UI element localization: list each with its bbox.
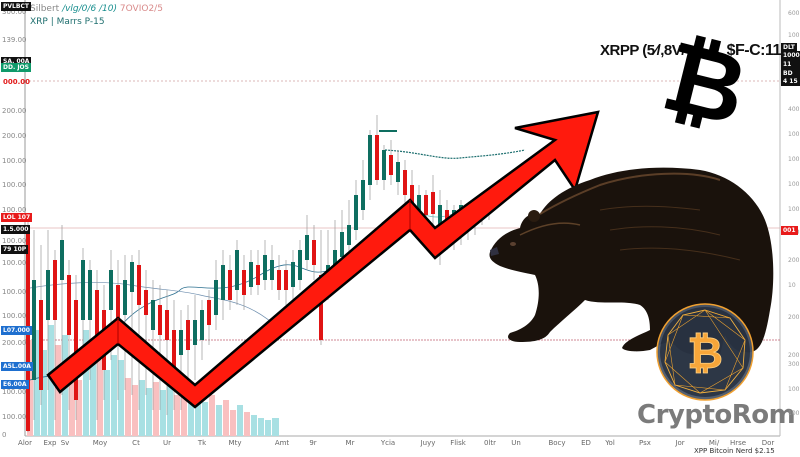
left-axis-tick: 200.00 — [2, 107, 27, 115]
left-axis-tick: 100.00 — [2, 181, 27, 189]
right-axis-tick: 100 — [788, 32, 800, 39]
left-axis-tick: 200.00 — [2, 339, 27, 347]
x-axis-label: Mr — [345, 439, 355, 447]
right-axis-tick: 600 — [788, 10, 800, 17]
right-price-tag: 1000 — [781, 51, 800, 60]
right-price-tag: 4 15 — [781, 77, 800, 86]
ma-line-dashed — [384, 149, 526, 159]
x-axis-label: Hrse — [729, 439, 747, 447]
x-axis-label: 0ltr — [483, 439, 497, 447]
trend-arrow — [46, 110, 600, 409]
right-axis-tick: 10 — [788, 282, 796, 289]
chart-legend-line-1: Silbert /vlg/0/6 /10) 7OVIO2/5 — [30, 4, 163, 14]
left-price-tag: 1.5.000 — [1, 225, 31, 234]
x-axis-label: Moy — [92, 439, 108, 447]
x-axis-label: Sv — [60, 439, 70, 447]
brand-watermark: CryptoRom — [637, 400, 796, 430]
x-axis-label: Flisk — [450, 439, 466, 447]
left-axis-tick: 100.00 — [2, 259, 27, 267]
left-price-tag: DD. JOS — [1, 63, 31, 72]
x-axis-label: Ur — [162, 439, 172, 447]
right-axis-tick: 100 — [788, 386, 800, 393]
right-axis-tick: 300 — [788, 361, 800, 368]
left-axis-tick: 100.00 — [2, 157, 27, 165]
svg-text:₿: ₿ — [687, 328, 723, 379]
x-axis-label: Alor — [18, 439, 32, 447]
right-axis-tick: 100 — [788, 181, 800, 188]
ma-line-fast — [29, 282, 281, 331]
left-axis-tick: 100.00 — [2, 312, 27, 320]
x-axis-label: Yol — [605, 439, 615, 447]
x-axis-label: Amt — [274, 439, 290, 447]
left-price-tag: SA. 00A — [1, 57, 32, 66]
left-axis-tick: 100.00 — [2, 237, 27, 245]
x-axis-label: Jor — [675, 439, 685, 447]
right-axis-tick: 400 — [788, 106, 800, 113]
x-axis-label: Un — [511, 439, 521, 447]
left-axis-tick: 200.00 — [2, 132, 27, 140]
right-axis-tick: 200 — [788, 314, 800, 321]
x-axis-label: 9r — [309, 439, 317, 447]
x-axis-label: ED — [581, 439, 591, 447]
left-axis-tick: 300.00 — [2, 8, 27, 16]
right-axis-tick: 200 — [788, 257, 800, 264]
right-axis-tick: 100 — [788, 206, 800, 213]
right-axis-tick: 100 — [788, 156, 800, 163]
x-axis-label: Bocy — [548, 439, 566, 447]
left-price-tag: LOL 107 — [1, 213, 33, 222]
x-axis-label: Psx — [639, 439, 651, 447]
right-price-tag: 001 — [781, 226, 798, 235]
x-axis-label: Ct — [132, 439, 140, 447]
chart-symbol-title: XRP | Marrs P-15 — [30, 17, 105, 27]
left-axis-tick: 139.00 — [2, 36, 27, 44]
bitcoin-coin-logo: ₿ — [656, 303, 754, 401]
left-price-tag: 000.00 — [3, 78, 31, 86]
footer-caption: XPP Bitcoin Nerd $2.15 — [694, 447, 775, 455]
legend-prefix: Silbert — [30, 4, 60, 14]
left-price-tag: A5L.00A — [1, 362, 33, 371]
left-axis-tick: 100.00 — [2, 206, 27, 214]
legend-indicator: /vlg/0/6 /10) — [62, 4, 118, 14]
x-axis-label: Exp — [43, 439, 57, 447]
x-axis-label: Mi/ — [708, 439, 720, 447]
right-axis-tick: 100 — [788, 410, 800, 417]
overlay-title-main: XRPP (5⁄/,8V/ — [600, 42, 685, 59]
candlesticks — [26, 115, 490, 432]
left-axis-tick: 100.00 — [2, 288, 27, 296]
left-price-tag: L07.000 — [1, 326, 32, 335]
right-axis-tick: 200 — [788, 352, 800, 359]
left-price-tag: PVLBCT — [1, 2, 31, 11]
left-axis-tick: 100.00 — [2, 413, 27, 421]
overlay-title: XRPP (5⁄/,8V/ $F-C:115 — [600, 42, 790, 60]
x-axis-label: Juyy — [420, 439, 436, 447]
left-axis-tick: 0 — [2, 431, 7, 439]
x-axis-label: Dor — [761, 439, 775, 447]
right-price-tag: 11 BD — [781, 60, 800, 78]
overlay-title-price: $F-C:115 — [726, 42, 790, 59]
x-axis-label: Ycia — [380, 439, 396, 447]
left-price-tag: E6.00A — [1, 380, 29, 389]
legend-values: 7OVIO2/5 — [119, 4, 163, 14]
right-price-tag: DLT — [781, 43, 797, 52]
left-price-tag: 79 10P — [1, 245, 29, 254]
x-axis-label: Mty — [228, 439, 242, 447]
right-axis-tick: 100 — [788, 131, 800, 138]
x-axis-label: Tk — [197, 439, 207, 447]
left-axis-tick: 100.00 — [2, 388, 27, 396]
